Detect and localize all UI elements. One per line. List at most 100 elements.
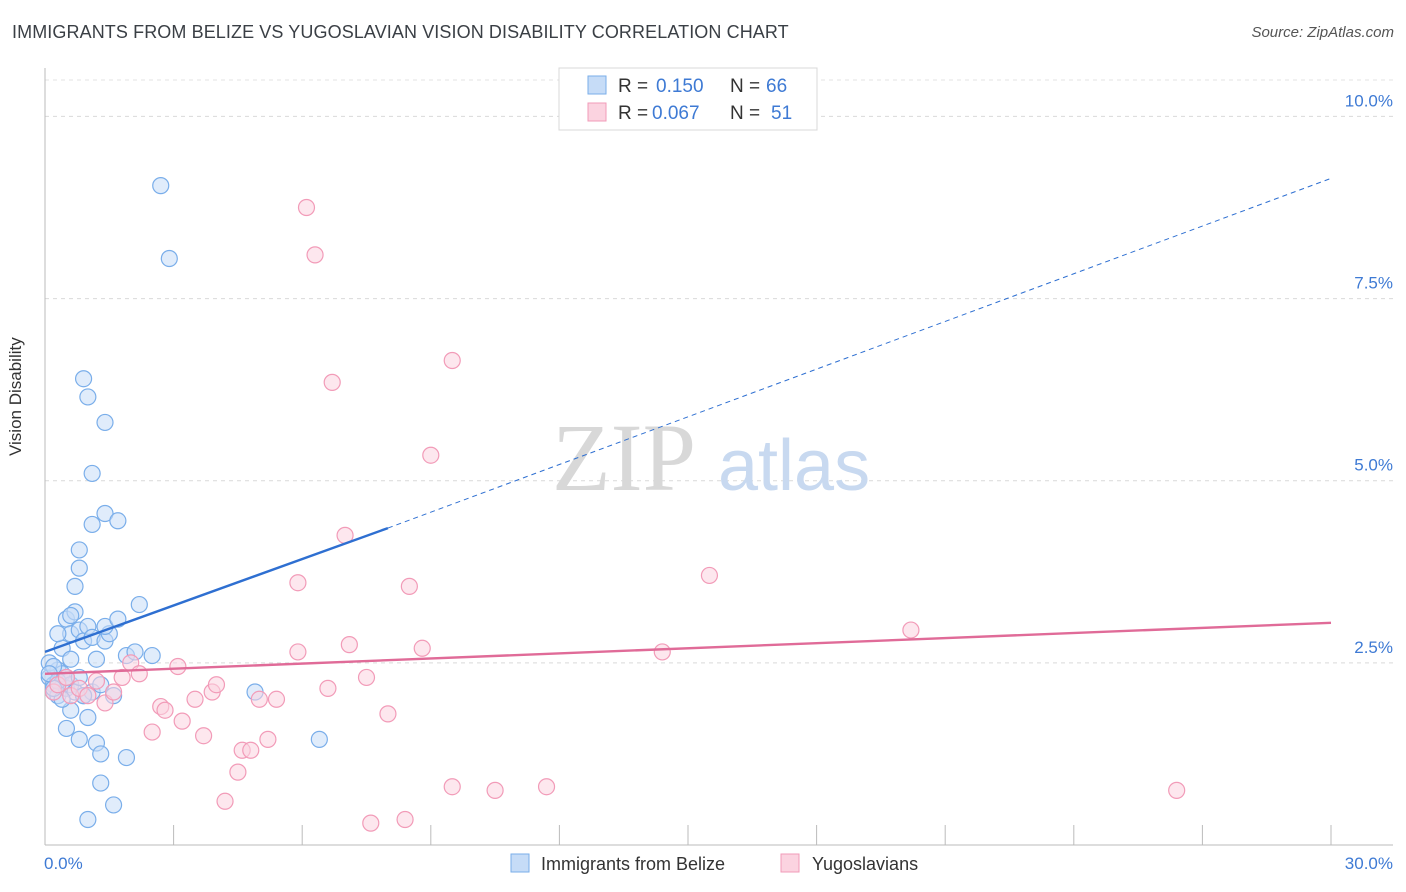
- yugoslavian-point-49: [422, 446, 440, 464]
- x-tick-labels: 0.0% 30.0%: [44, 854, 1393, 873]
- legend-bottom-swatch-yugoslavians: [780, 853, 800, 873]
- belize-point-25: [92, 745, 110, 763]
- belize-trend-extension: [387, 177, 1332, 529]
- legend-swatch-yugoslavians: [587, 102, 607, 122]
- y-tick-label-3: 2.5%: [1354, 638, 1393, 657]
- legend-bottom-swatch-belize: [510, 853, 530, 873]
- belize-point-46: [96, 504, 114, 523]
- yugoslavian-point-36: [400, 577, 418, 595]
- belize-point-20: [57, 719, 76, 738]
- legend-swatch-belize: [587, 75, 607, 95]
- yugoslavian-point-15: [169, 657, 187, 676]
- yugoslavian-point-31: [340, 636, 358, 654]
- belize-point-28: [79, 810, 97, 829]
- yugoslavian-point-21: [216, 792, 234, 810]
- legend-n-value-belize: 66: [766, 76, 787, 97]
- yugoslavian-point-32: [357, 668, 376, 687]
- yugoslavian-trend-line: [44, 621, 1332, 675]
- legend-r-value-yugoslavians: 0.067: [652, 103, 700, 124]
- legend-r-label-yugoslavians: R =: [618, 103, 648, 124]
- legend-bottom-label-yugoslavians: Yugoslavians: [812, 854, 918, 874]
- belize-point-31: [87, 650, 106, 668]
- y-tick-label-1: 7.5%: [1354, 274, 1393, 293]
- yugoslavian-point-6: [87, 672, 106, 690]
- chart-title: IMMIGRANTS FROM BELIZE VS YUGOSLAVIAN VI…: [12, 22, 789, 42]
- yugoslavian-point-9: [113, 668, 131, 687]
- watermark: ZIP atlas: [552, 404, 870, 511]
- watermark-atlas: atlas: [718, 426, 870, 506]
- belize-point-27: [104, 796, 123, 814]
- yugoslavian-point-18: [195, 727, 213, 745]
- yugoslavian-point-11: [130, 665, 148, 683]
- belize-point-45: [83, 515, 101, 534]
- yugoslavian-point-37: [413, 639, 431, 657]
- yugoslavian-point-14: [156, 701, 174, 719]
- belize-point-22: [70, 730, 88, 748]
- x-tick-label-max: 30.0%: [1345, 854, 1393, 873]
- yugoslavian-point-33: [362, 814, 380, 832]
- yugoslavian-point-22: [229, 763, 247, 781]
- x-tick-label-min: 0.0%: [44, 854, 83, 873]
- legend-bottom-label-belize: Immigrants from Belize: [541, 854, 725, 874]
- belize-point-18: [62, 650, 80, 668]
- yugoslavian-point-16: [173, 712, 191, 730]
- watermark-zip: ZIP: [552, 404, 696, 511]
- belize-point-51: [74, 370, 93, 388]
- source-label: Source: ZipAtlas.com: [1251, 24, 1394, 41]
- yugoslavian-point-47: [323, 373, 341, 391]
- yugoslavian-point-27: [267, 690, 286, 708]
- belize-point-40: [143, 646, 161, 665]
- yugoslavian-point-12: [143, 723, 161, 741]
- belize-point-43: [70, 559, 88, 577]
- belize-point-23: [79, 708, 97, 727]
- yugoslavian-point-8: [104, 683, 123, 701]
- yugoslavian-point-42: [700, 566, 719, 585]
- belize-point-26: [92, 774, 110, 792]
- legend-n-value-yugoslavians: 51: [771, 103, 792, 124]
- yugoslavian-point-34: [379, 705, 397, 723]
- yugoslavian-point-5: [79, 687, 97, 705]
- yugoslavian-point-30: [319, 679, 337, 697]
- belize-point-47: [109, 512, 127, 530]
- legend-r-label-belize: R =: [618, 76, 648, 97]
- belize-point-41: [117, 748, 136, 767]
- yugoslavian-point-46: [306, 246, 324, 264]
- belize-point-42: [66, 577, 84, 595]
- belize-point-60: [49, 625, 67, 643]
- belize-point-55: [310, 730, 328, 748]
- legend-n-label-yugoslavians: N =: [730, 103, 760, 124]
- belize-point-53: [160, 249, 178, 268]
- yugoslavian-point-24: [242, 741, 260, 759]
- y-tick-label-0: 10.0%: [1345, 91, 1393, 110]
- yugoslavian-point-48: [443, 351, 461, 370]
- y-tick-labels: 10.0% 7.5% 5.0% 2.5%: [1345, 91, 1393, 656]
- belize-point-52: [152, 177, 170, 195]
- legend-n-label-belize: N =: [730, 76, 760, 97]
- belize-trend-line: [44, 526, 389, 654]
- yugoslavian-point-26: [259, 730, 277, 748]
- yugoslavian-point-28: [289, 574, 307, 592]
- yugoslavian-point-43: [902, 621, 920, 639]
- belize-point-61: [62, 606, 80, 625]
- legend-bottom: Immigrants from Belize Yugoslavians: [510, 853, 918, 874]
- trend-lines: [44, 177, 1332, 675]
- yugoslavian-point-17: [186, 690, 204, 708]
- yugoslavian-point-29: [289, 643, 307, 661]
- yugoslavian-point-41: [653, 643, 671, 661]
- gridlines: [45, 79, 1393, 664]
- belize-point-39: [130, 595, 148, 614]
- yugoslavian-point-38: [443, 778, 461, 796]
- belize-point-48: [83, 464, 101, 483]
- yugoslavian-point-39: [486, 781, 504, 799]
- y-tick-label-2: 5.0%: [1354, 456, 1393, 475]
- belize-point-49: [96, 413, 114, 432]
- legend-top: R = 0.150 N = 66 R = 0.067 N = 51: [558, 67, 818, 131]
- yugoslavian-point-35: [396, 810, 414, 829]
- yugoslavian-point-45: [297, 198, 316, 217]
- yugoslavian-point-20: [207, 676, 226, 694]
- belize-point-44: [70, 541, 88, 559]
- belize-point-50: [79, 388, 97, 406]
- yugoslavian-point-40: [537, 778, 556, 796]
- axes: [44, 68, 1393, 846]
